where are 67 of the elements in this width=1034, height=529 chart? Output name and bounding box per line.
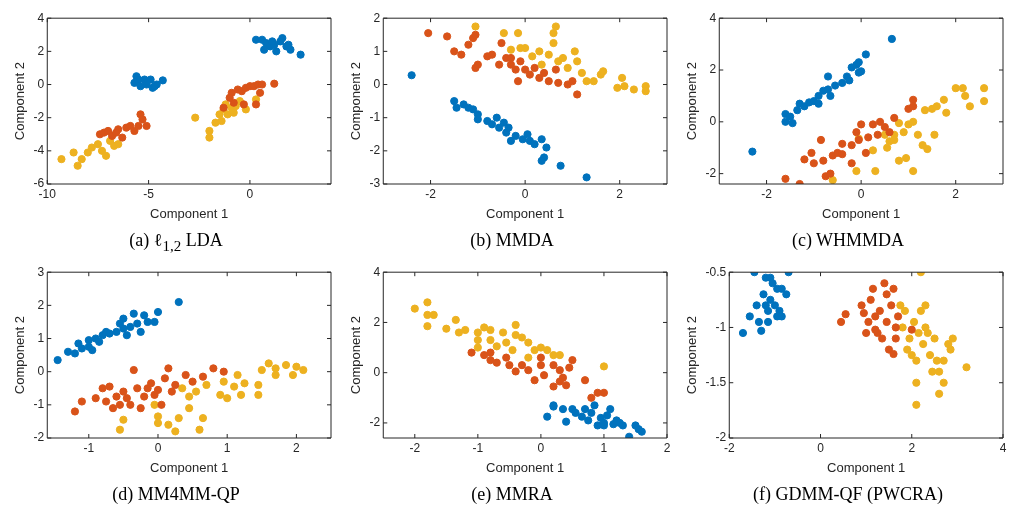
- text: (f) GDMM-QF (PWCRA): [753, 484, 943, 505]
- y-tick-label: 0: [373, 365, 381, 379]
- x-tick-label: 2: [293, 440, 301, 455]
- x-tick-label: -2: [409, 440, 421, 455]
- text: (b) MMDA: [470, 230, 554, 251]
- y-tick-label: -2: [715, 430, 727, 445]
- y-tick-label: 2: [37, 43, 45, 58]
- y-tick-label: 3: [37, 264, 45, 279]
- x-axis-title: Component 1: [486, 459, 565, 475]
- x-tick-label: -1: [472, 440, 484, 455]
- y-tick-label: 4: [373, 264, 381, 279]
- x-tick-label: 2: [952, 186, 960, 201]
- x-tick-label: -5: [143, 186, 155, 201]
- y-tick-label: 2: [373, 314, 381, 329]
- x-tick-label: 0: [521, 186, 529, 201]
- y-axis-title: Component 2: [684, 316, 700, 395]
- x-tick-label: 4: [999, 440, 1007, 455]
- x-axis-title: Component 1: [827, 459, 906, 475]
- y-tick-label: 2: [37, 297, 45, 312]
- x-tick-label: 1: [223, 440, 231, 455]
- x-tick-label: -2: [761, 186, 773, 201]
- y-tick-label: -3: [369, 176, 381, 191]
- x-tick-label: 1: [600, 440, 608, 455]
- y-tick-label: -1: [369, 109, 381, 124]
- y-axis-title: Component 2: [348, 316, 364, 395]
- y-tick-label: -2: [369, 415, 381, 430]
- y-tick-label: 4: [37, 10, 45, 25]
- y-tick-label: 0: [37, 76, 45, 91]
- x-tick-label: 0: [154, 440, 162, 455]
- y-tick-label: -4: [33, 143, 45, 158]
- text: (a) ℓ$_{1,2}$ LDA: [129, 230, 223, 255]
- x-axis-title: Component 1: [150, 205, 229, 221]
- x-axis-title: Component 1: [486, 205, 565, 221]
- y-axis-title: Component 2: [12, 62, 28, 141]
- text: (c) WHMMDA: [791, 230, 905, 251]
- x-tick-label: -2: [425, 186, 437, 201]
- x-tick-label: -1: [83, 440, 95, 455]
- x-tick-label: 0: [537, 440, 545, 455]
- y-tick-label: -2: [705, 165, 717, 180]
- y-axis-title: Component 2: [12, 316, 28, 395]
- y-tick-label: 0: [709, 114, 717, 129]
- x-tick-label: 2: [663, 440, 671, 455]
- x-tick-label: 0: [857, 186, 865, 201]
- x-axis-title: Component 1: [150, 459, 229, 475]
- y-axis-title: Component 2: [684, 62, 700, 141]
- y-tick-label: -0.5: [705, 264, 727, 279]
- x-tick-label: 0: [817, 440, 825, 455]
- y-tick-label: -2: [369, 143, 381, 158]
- x-tick-label: 2: [616, 186, 624, 201]
- y-axis-title: Component 2: [348, 62, 364, 141]
- y-tick-label: 2: [373, 10, 381, 25]
- x-tick-label: 2: [908, 440, 916, 455]
- y-tick-label: 4: [709, 10, 717, 25]
- y-tick-label: 1: [37, 330, 45, 345]
- y-tick-label: 0: [37, 363, 45, 378]
- x-tick-label: 0: [246, 186, 254, 201]
- y-tick-label: 0: [373, 76, 381, 91]
- text: (d) MM4MM-QP: [112, 484, 240, 505]
- y-tick-label: -2: [33, 109, 45, 124]
- y-tick-label: -1: [715, 319, 727, 334]
- y-tick-label: -2: [33, 430, 45, 445]
- x-axis-title: Component 1: [822, 205, 901, 221]
- y-tick-label: 2: [709, 62, 717, 77]
- y-tick-label: -1.5: [705, 375, 727, 390]
- y-tick-label: -1: [33, 397, 45, 412]
- y-tick-label: 1: [373, 43, 381, 58]
- text: (e) MMRA: [471, 484, 553, 505]
